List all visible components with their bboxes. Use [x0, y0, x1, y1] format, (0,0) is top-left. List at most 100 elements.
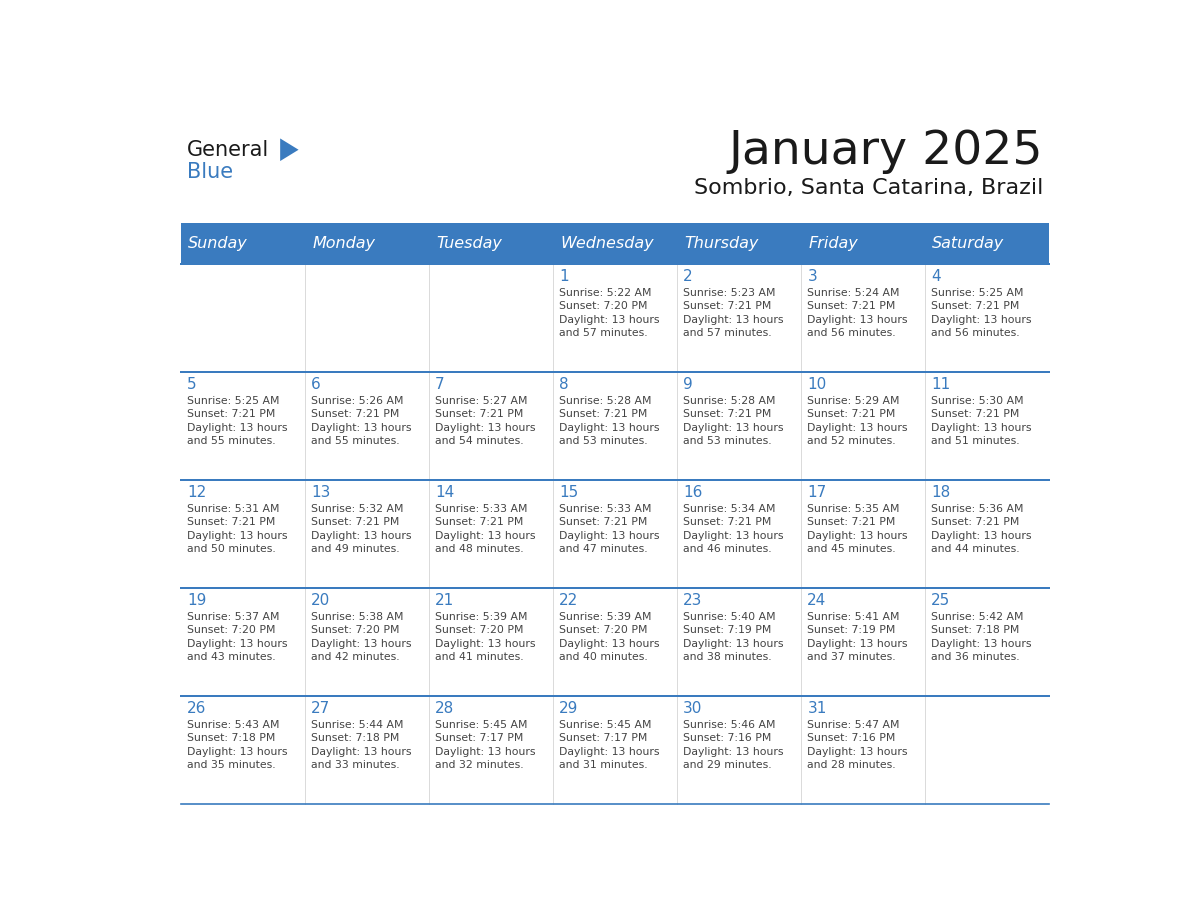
Text: 5: 5: [188, 377, 197, 392]
Text: Sunrise: 5:44 AM
Sunset: 7:18 PM
Daylight: 13 hours
and 33 minutes.: Sunrise: 5:44 AM Sunset: 7:18 PM Dayligh…: [311, 720, 412, 770]
Bar: [677, 373, 801, 480]
Text: Sunrise: 5:33 AM
Sunset: 7:21 PM
Daylight: 13 hours
and 47 minutes.: Sunrise: 5:33 AM Sunset: 7:21 PM Dayligh…: [560, 504, 659, 554]
Text: 7: 7: [435, 377, 444, 392]
Text: 1: 1: [560, 269, 569, 285]
Bar: [429, 588, 552, 696]
Text: 9: 9: [683, 377, 693, 392]
Bar: [429, 223, 552, 264]
Text: 30: 30: [683, 701, 702, 716]
Text: Sunrise: 5:30 AM
Sunset: 7:21 PM
Daylight: 13 hours
and 51 minutes.: Sunrise: 5:30 AM Sunset: 7:21 PM Dayligh…: [931, 396, 1032, 446]
Text: 15: 15: [560, 486, 579, 500]
Text: Sunrise: 5:28 AM
Sunset: 7:21 PM
Daylight: 13 hours
and 53 minutes.: Sunrise: 5:28 AM Sunset: 7:21 PM Dayligh…: [683, 396, 784, 446]
Bar: [801, 480, 925, 588]
Text: 21: 21: [435, 593, 455, 609]
Text: Saturday: Saturday: [933, 236, 1005, 252]
Text: 29: 29: [560, 701, 579, 716]
Text: Sunrise: 5:35 AM
Sunset: 7:21 PM
Daylight: 13 hours
and 45 minutes.: Sunrise: 5:35 AM Sunset: 7:21 PM Dayligh…: [808, 504, 908, 554]
Bar: [801, 696, 925, 804]
Text: 10: 10: [808, 377, 827, 392]
Text: 27: 27: [311, 701, 330, 716]
Bar: [552, 588, 677, 696]
Bar: [429, 696, 552, 804]
Text: Friday: Friday: [808, 236, 858, 252]
Text: Thursday: Thursday: [684, 236, 759, 252]
Text: Sunrise: 5:45 AM
Sunset: 7:17 PM
Daylight: 13 hours
and 31 minutes.: Sunrise: 5:45 AM Sunset: 7:17 PM Dayligh…: [560, 720, 659, 770]
Text: January 2025: January 2025: [729, 129, 1043, 174]
Text: Blue: Blue: [188, 162, 233, 183]
Text: 22: 22: [560, 593, 579, 609]
Bar: [305, 373, 429, 480]
Bar: [801, 264, 925, 373]
Text: 6: 6: [311, 377, 321, 392]
Bar: [305, 696, 429, 804]
Bar: [801, 223, 925, 264]
Bar: [305, 588, 429, 696]
Text: Tuesday: Tuesday: [436, 236, 503, 252]
Text: Sunrise: 5:24 AM
Sunset: 7:21 PM
Daylight: 13 hours
and 56 minutes.: Sunrise: 5:24 AM Sunset: 7:21 PM Dayligh…: [808, 287, 908, 339]
Text: Sunrise: 5:29 AM
Sunset: 7:21 PM
Daylight: 13 hours
and 52 minutes.: Sunrise: 5:29 AM Sunset: 7:21 PM Dayligh…: [808, 396, 908, 446]
Text: Sunrise: 5:45 AM
Sunset: 7:17 PM
Daylight: 13 hours
and 32 minutes.: Sunrise: 5:45 AM Sunset: 7:17 PM Dayligh…: [435, 720, 536, 770]
Text: 4: 4: [931, 269, 941, 285]
Text: Sunrise: 5:33 AM
Sunset: 7:21 PM
Daylight: 13 hours
and 48 minutes.: Sunrise: 5:33 AM Sunset: 7:21 PM Dayligh…: [435, 504, 536, 554]
Bar: [925, 696, 1049, 804]
Text: 20: 20: [311, 593, 330, 609]
Bar: [552, 373, 677, 480]
Text: Sunrise: 5:42 AM
Sunset: 7:18 PM
Daylight: 13 hours
and 36 minutes.: Sunrise: 5:42 AM Sunset: 7:18 PM Dayligh…: [931, 611, 1032, 663]
Bar: [552, 696, 677, 804]
Bar: [677, 264, 801, 373]
Text: 12: 12: [188, 486, 207, 500]
Text: Wednesday: Wednesday: [561, 236, 653, 252]
Text: 23: 23: [683, 593, 702, 609]
Bar: [677, 480, 801, 588]
Bar: [677, 223, 801, 264]
Text: 13: 13: [311, 486, 330, 500]
Text: Monday: Monday: [312, 236, 375, 252]
Bar: [925, 264, 1049, 373]
Text: Sunrise: 5:38 AM
Sunset: 7:20 PM
Daylight: 13 hours
and 42 minutes.: Sunrise: 5:38 AM Sunset: 7:20 PM Dayligh…: [311, 611, 412, 663]
Text: Sunday: Sunday: [188, 236, 248, 252]
Bar: [801, 588, 925, 696]
Bar: [181, 480, 305, 588]
Bar: [552, 264, 677, 373]
Bar: [181, 696, 305, 804]
Text: Sunrise: 5:27 AM
Sunset: 7:21 PM
Daylight: 13 hours
and 54 minutes.: Sunrise: 5:27 AM Sunset: 7:21 PM Dayligh…: [435, 396, 536, 446]
Polygon shape: [280, 139, 298, 161]
Text: Sunrise: 5:31 AM
Sunset: 7:21 PM
Daylight: 13 hours
and 50 minutes.: Sunrise: 5:31 AM Sunset: 7:21 PM Dayligh…: [188, 504, 287, 554]
Bar: [181, 264, 305, 373]
Text: Sunrise: 5:39 AM
Sunset: 7:20 PM
Daylight: 13 hours
and 41 minutes.: Sunrise: 5:39 AM Sunset: 7:20 PM Dayligh…: [435, 611, 536, 663]
Bar: [305, 264, 429, 373]
Bar: [181, 588, 305, 696]
Bar: [429, 373, 552, 480]
Text: Sombrio, Santa Catarina, Brazil: Sombrio, Santa Catarina, Brazil: [694, 178, 1043, 198]
Text: 31: 31: [808, 701, 827, 716]
Text: Sunrise: 5:41 AM
Sunset: 7:19 PM
Daylight: 13 hours
and 37 minutes.: Sunrise: 5:41 AM Sunset: 7:19 PM Dayligh…: [808, 611, 908, 663]
Bar: [305, 480, 429, 588]
Text: Sunrise: 5:39 AM
Sunset: 7:20 PM
Daylight: 13 hours
and 40 minutes.: Sunrise: 5:39 AM Sunset: 7:20 PM Dayligh…: [560, 611, 659, 663]
Text: 28: 28: [435, 701, 455, 716]
Text: Sunrise: 5:32 AM
Sunset: 7:21 PM
Daylight: 13 hours
and 49 minutes.: Sunrise: 5:32 AM Sunset: 7:21 PM Dayligh…: [311, 504, 412, 554]
Text: Sunrise: 5:22 AM
Sunset: 7:20 PM
Daylight: 13 hours
and 57 minutes.: Sunrise: 5:22 AM Sunset: 7:20 PM Dayligh…: [560, 287, 659, 339]
Text: Sunrise: 5:43 AM
Sunset: 7:18 PM
Daylight: 13 hours
and 35 minutes.: Sunrise: 5:43 AM Sunset: 7:18 PM Dayligh…: [188, 720, 287, 770]
Text: 8: 8: [560, 377, 569, 392]
Bar: [181, 223, 305, 264]
Text: 14: 14: [435, 486, 455, 500]
Bar: [925, 480, 1049, 588]
Bar: [305, 223, 429, 264]
Text: Sunrise: 5:26 AM
Sunset: 7:21 PM
Daylight: 13 hours
and 55 minutes.: Sunrise: 5:26 AM Sunset: 7:21 PM Dayligh…: [311, 396, 412, 446]
Bar: [925, 588, 1049, 696]
Text: 25: 25: [931, 593, 950, 609]
Text: 3: 3: [808, 269, 817, 285]
Text: Sunrise: 5:36 AM
Sunset: 7:21 PM
Daylight: 13 hours
and 44 minutes.: Sunrise: 5:36 AM Sunset: 7:21 PM Dayligh…: [931, 504, 1032, 554]
Text: General: General: [188, 140, 270, 160]
Text: 19: 19: [188, 593, 207, 609]
Text: Sunrise: 5:40 AM
Sunset: 7:19 PM
Daylight: 13 hours
and 38 minutes.: Sunrise: 5:40 AM Sunset: 7:19 PM Dayligh…: [683, 611, 784, 663]
Bar: [552, 480, 677, 588]
Text: 11: 11: [931, 377, 950, 392]
Text: 2: 2: [683, 269, 693, 285]
Bar: [677, 588, 801, 696]
Bar: [552, 223, 677, 264]
Text: Sunrise: 5:37 AM
Sunset: 7:20 PM
Daylight: 13 hours
and 43 minutes.: Sunrise: 5:37 AM Sunset: 7:20 PM Dayligh…: [188, 611, 287, 663]
Text: Sunrise: 5:28 AM
Sunset: 7:21 PM
Daylight: 13 hours
and 53 minutes.: Sunrise: 5:28 AM Sunset: 7:21 PM Dayligh…: [560, 396, 659, 446]
Text: 18: 18: [931, 486, 950, 500]
Text: Sunrise: 5:25 AM
Sunset: 7:21 PM
Daylight: 13 hours
and 56 minutes.: Sunrise: 5:25 AM Sunset: 7:21 PM Dayligh…: [931, 287, 1032, 339]
